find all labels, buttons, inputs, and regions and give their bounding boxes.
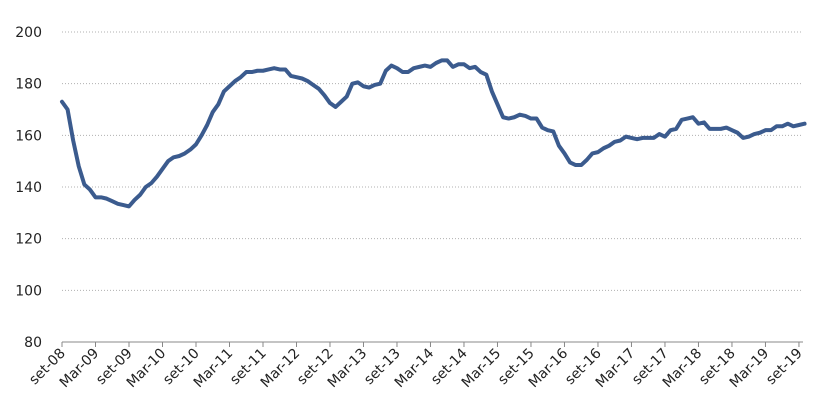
x-tick-label: set-19: [763, 346, 806, 389]
y-tick-label: 120: [15, 232, 42, 248]
y-tick-label: 200: [15, 25, 42, 41]
y-tick-label: 160: [15, 128, 42, 144]
line: [60, 58, 807, 209]
y-tick-label: 140: [15, 180, 42, 196]
y-tick-label: 100: [15, 283, 42, 299]
y-tick-label: 180: [15, 77, 42, 93]
y-tick-label: 80: [24, 335, 42, 351]
